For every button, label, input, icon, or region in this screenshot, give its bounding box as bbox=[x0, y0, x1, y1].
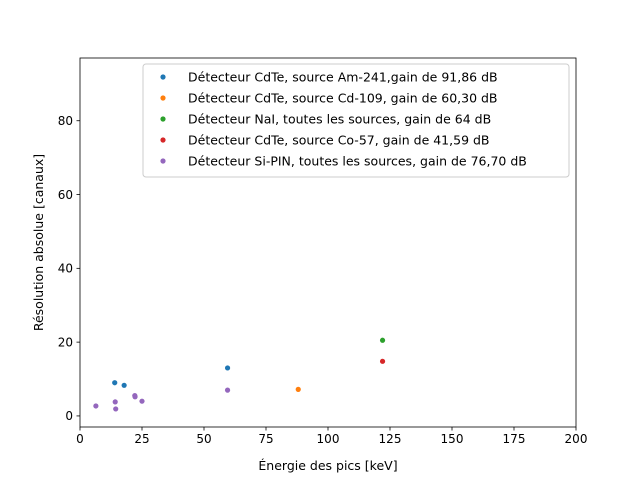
y-axis-label: Résolution absolue [canaux] bbox=[31, 154, 46, 331]
data-point-series-5 bbox=[112, 399, 118, 405]
legend-marker-series-3 bbox=[160, 116, 166, 122]
data-point-series-5 bbox=[224, 387, 231, 393]
legend: Détecteur CdTe, source Am-241,gain de 91… bbox=[142, 63, 570, 178]
data-point-series-5 bbox=[139, 398, 145, 404]
data-point-series-5 bbox=[93, 403, 99, 409]
y-tick-label: 0 bbox=[65, 409, 73, 423]
y-tick-label: 40 bbox=[58, 262, 73, 276]
x-axis-ticks: 0 25 50 75 100 125 150 175 200 bbox=[76, 427, 587, 446]
legend-marker-series-1 bbox=[160, 74, 166, 80]
x-tick-label: 75 bbox=[258, 432, 273, 446]
legend-marker-series-5 bbox=[160, 158, 166, 164]
x-tick-label: 125 bbox=[379, 432, 402, 446]
data-point-series-1 bbox=[121, 382, 127, 388]
x-tick-label: 50 bbox=[196, 432, 211, 446]
legend-items: Détecteur CdTe, source Am-241,gain de 91… bbox=[160, 69, 527, 168]
legend-marker-series-2 bbox=[160, 95, 166, 101]
data-point-series-3 bbox=[379, 337, 386, 343]
legend-marker-series-4 bbox=[160, 137, 166, 143]
x-tick-label: 100 bbox=[317, 432, 340, 446]
data-point-series-5 bbox=[113, 406, 119, 412]
legend-label-series-1: Détecteur CdTe, source Am-241,gain de 91… bbox=[188, 69, 498, 84]
plot-points bbox=[93, 337, 386, 412]
x-axis-label: Énergie des pics [keV] bbox=[258, 458, 397, 473]
legend-label-series-2: Détecteur CdTe, source Cd-109, gain de 6… bbox=[188, 90, 498, 105]
data-point-series-1 bbox=[112, 380, 118, 386]
data-point-series-4 bbox=[379, 358, 386, 364]
legend-label-series-3: Détecteur NaI, toutes les sources, gain … bbox=[188, 111, 491, 126]
x-tick-label: 0 bbox=[76, 432, 84, 446]
y-tick-label: 60 bbox=[58, 188, 73, 202]
data-point-series-1 bbox=[224, 365, 231, 371]
legend-box bbox=[142, 63, 570, 178]
y-tick-label: 80 bbox=[58, 114, 73, 128]
x-tick-label: 200 bbox=[565, 432, 588, 446]
y-axis-ticks: 0 20 40 60 80 bbox=[58, 114, 80, 423]
data-point-series-2 bbox=[295, 386, 301, 392]
y-tick-label: 20 bbox=[58, 335, 73, 349]
data-point-series-5 bbox=[132, 394, 138, 400]
x-tick-label: 25 bbox=[134, 432, 149, 446]
legend-label-series-4: Détecteur CdTe, source Co-57, gain de 41… bbox=[188, 132, 490, 147]
x-tick-label: 150 bbox=[441, 432, 464, 446]
x-tick-label: 175 bbox=[503, 432, 526, 446]
legend-label-series-5: Détecteur Si-PIN, toutes les sources, ga… bbox=[188, 153, 527, 168]
